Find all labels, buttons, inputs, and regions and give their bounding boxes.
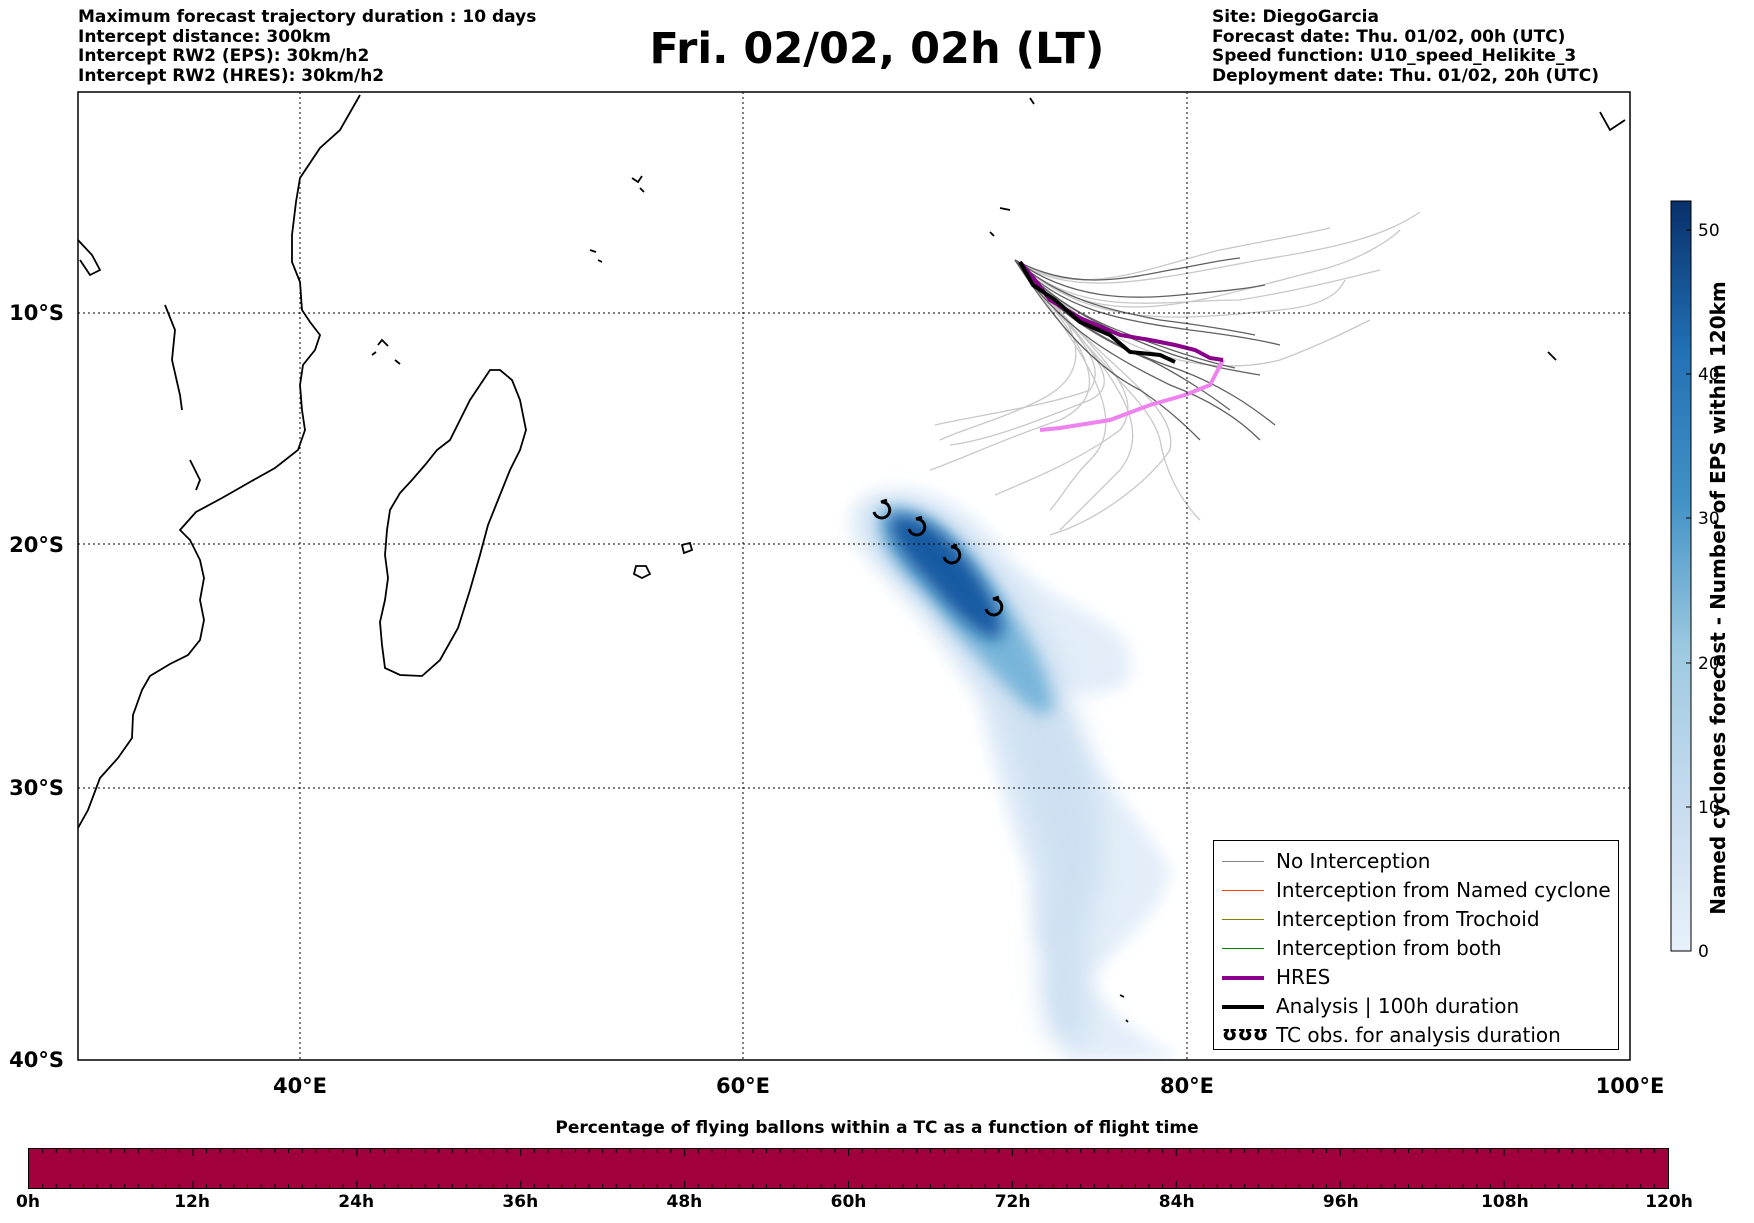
cyclone-density-field: [849, 490, 1180, 1060]
page-title: Fri. 02/02, 02h (LT): [649, 24, 1105, 74]
percentage-bar-tick-label: 96h: [1322, 1192, 1359, 1212]
tc-obs-symbol: [942, 543, 962, 565]
density-mid: [867, 500, 1103, 1040]
lake-tanganyika: [164, 304, 183, 411]
legend-label: TC obs. for analysis duration: [1276, 1023, 1561, 1047]
hres-forecast-track: [1039, 359, 1225, 432]
axis-labels: 40°E 60°E 80°E 100°E 10°S 20°S 30°S 40°S: [9, 301, 1664, 1098]
analysis-track: [1018, 261, 1176, 364]
lon-tick-label: 80°E: [1160, 1074, 1214, 1098]
legend-swatch: [1222, 1005, 1264, 1009]
percentage-bar-tick-label: 120h: [1645, 1192, 1693, 1212]
lat-tick-label: 30°S: [9, 776, 64, 800]
percentage-bar-tick-label: 12h: [174, 1192, 210, 1212]
colorbar-label: Named cyclones forecast - Number of EPS …: [1706, 281, 1730, 915]
colorbar-tick: 40: [1698, 365, 1720, 385]
header-right-line2: Forecast date: Thu. 01/02, 00h (UTC): [1212, 26, 1566, 47]
lon-tick-label: 60°E: [716, 1074, 770, 1098]
small-islands-east: [989, 97, 1626, 1023]
madagascar-coast: [379, 369, 527, 677]
header-right-info: Site: DiegoGarcia Forecast date: Thu. 01…: [1212, 7, 1599, 86]
percentage-bar-tick-label: 48h: [666, 1192, 703, 1212]
legend-item: HRES: [1214, 963, 1618, 991]
legend: No Interception Interception from Named …: [1213, 840, 1619, 1050]
tc-obs-symbol: [984, 595, 1004, 617]
percentage-bar: [28, 1148, 1669, 1189]
legend-swatch: [1222, 976, 1264, 980]
mauritius-coast: [632, 565, 652, 580]
gridlines: [78, 92, 1630, 1060]
legend-swatch: [1222, 890, 1264, 891]
percentage-bar-tick-label: 60h: [830, 1192, 867, 1212]
africa-coast: [78, 94, 361, 829]
legend-swatch: [1222, 861, 1264, 862]
legend-swatch: [1222, 919, 1264, 920]
percentage-bar-tick-label: 108h: [1481, 1192, 1529, 1212]
colorbar-gradient: [1670, 200, 1692, 952]
colorbar-tick: 50: [1698, 221, 1720, 241]
lon-tick-label: 100°E: [1596, 1074, 1665, 1098]
legend-item: Interception from Named cyclone: [1214, 876, 1618, 904]
tc-obs-symbol: [872, 498, 892, 520]
lake-victoria: [78, 239, 102, 277]
tc-obs-symbols: [872, 498, 1004, 617]
header-left-info: Maximum forecast trajectory duration : 1…: [78, 7, 537, 86]
lake-malawi: [189, 459, 201, 491]
legend-swatch: [1222, 948, 1264, 949]
legend-label: Analysis | 100h duration: [1276, 994, 1520, 1018]
colorbar-tick: 20: [1698, 654, 1720, 674]
header-right-line3: Speed function: U10_speed_Helikite_3: [1212, 46, 1577, 66]
legend-label: Interception from Trochoid: [1276, 907, 1540, 931]
header-left-line3: Intercept RW2 (EPS): 30km/h2: [78, 46, 370, 66]
comoros-coast: [371, 338, 401, 365]
colorbar-tick: 30: [1698, 509, 1720, 529]
legend-label: Interception from Named cyclone: [1276, 878, 1611, 902]
seychelles-coast: [589, 175, 645, 263]
header-left-line4: Intercept RW2 (HRES): 30km/h2: [78, 65, 385, 86]
coastlines: [78, 94, 1626, 1023]
percentage-bar-tick-label: 36h: [502, 1192, 539, 1212]
percentage-bar-tick-label: 84h: [1158, 1192, 1195, 1212]
legend-item: Analysis | 100h duration: [1214, 992, 1618, 1020]
tc-obs-symbol: [907, 515, 927, 537]
tc-obs-legend-icon: ʊʊʊ: [1222, 1021, 1269, 1045]
map-frame: [77, 91, 1631, 1061]
percentage-bar-ticks: [42, 1149, 1655, 1188]
percentage-bar-caption: Percentage of flying ballons within a TC…: [555, 1118, 1199, 1138]
percentage-bar-tick-label: 24h: [338, 1192, 375, 1212]
colorbar-tick: 10: [1698, 798, 1720, 818]
percentage-bar-tick-label: 72h: [994, 1192, 1031, 1212]
density-core: [889, 514, 1003, 640]
percentage-bar-tick-label: 0h: [16, 1192, 40, 1212]
colorbar-tick: 0: [1698, 942, 1709, 962]
density-colorbar: 0 10 20 30 40 50: [1670, 200, 1720, 962]
legend-label: No Interception: [1276, 849, 1431, 873]
lon-tick-label: 40°E: [273, 1074, 327, 1098]
legend-label: Interception from both: [1276, 936, 1502, 960]
lat-tick-label: 40°S: [9, 1048, 64, 1072]
legend-item: Interception from Trochoid: [1214, 905, 1618, 933]
reunion-coast: [680, 541, 694, 555]
legend-item: Interception from both: [1214, 934, 1618, 962]
density-outer: [849, 490, 1180, 1060]
lat-tick-label: 20°S: [9, 533, 64, 557]
header-left-line2: Intercept distance: 300km: [78, 26, 331, 47]
legend-item: No Interception: [1214, 847, 1618, 875]
header-right-line1: Site: DiegoGarcia: [1212, 7, 1379, 27]
lat-tick-label: 10°S: [9, 301, 64, 325]
legend-label: HRES: [1276, 965, 1331, 989]
percentage-bar-axis: 0h 12h 24h 36h 48h 60h 72h 84h 96h 108h 120h: [16, 1192, 1693, 1218]
legend-item: ʊʊʊ TC obs. for analysis duration: [1214, 1021, 1618, 1049]
header-right-line4: Deployment date: Thu. 01/02, 20h (UTC): [1212, 65, 1599, 86]
header-left-line1: Maximum forecast trajectory duration : 1…: [78, 7, 537, 27]
